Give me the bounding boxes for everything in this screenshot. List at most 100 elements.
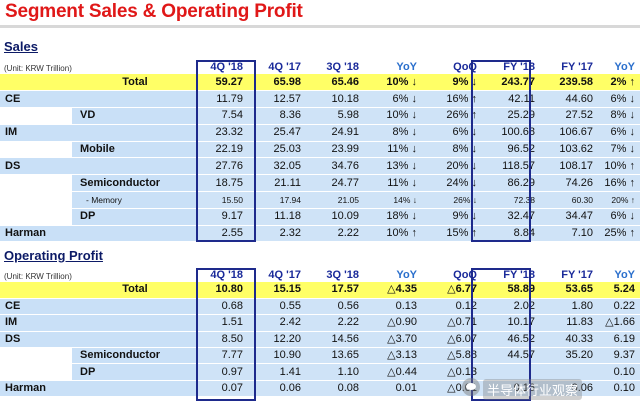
table-row: DP 0.97 1.41 1.10 △0.44 △0.13 0.10 [0, 363, 640, 381]
table-cell: △3.70 [364, 331, 422, 349]
watermark-text: 半导体行业观察 [483, 379, 583, 400]
table-cell: 24.77 [306, 174, 364, 193]
table-cell: 0.08 [306, 380, 364, 398]
table-cell: 34.76 [306, 157, 364, 176]
table-row: IM 23.32 25.47 24.91 8% ↓ 6% ↓ 100.68 106.67 6% … [0, 124, 640, 142]
table-cell: 0.68 [198, 298, 248, 316]
table-row: - Memory 15.50 17.94 21.05 14% ↓ 26% ↓ 72.38 60… [0, 191, 640, 209]
row-label: VD [72, 107, 198, 125]
table-cell: 0.16 [482, 380, 540, 398]
row-label-indent [0, 107, 72, 125]
table-cell: 1.80 [540, 298, 598, 316]
table-cell: 25% ↑ [598, 225, 640, 243]
row-label-spacer [72, 314, 198, 332]
row-label-spacer [72, 380, 198, 398]
table-cell: 23.99 [306, 141, 364, 159]
table-cell: 9% ↓ [422, 74, 482, 92]
row-label-indent [0, 347, 72, 365]
column-header: 4Q '17 [268, 60, 301, 73]
row-label-indent [0, 141, 72, 159]
table-cell: 8.84 [482, 225, 540, 243]
table-row: VD 7.54 8.36 5.98 10% ↓ 26% ↑ 25.29 27.52 8% ↓ [0, 107, 640, 125]
table-row: CE 11.79 12.57 10.18 6% ↓ 16% ↑ 42.11 44.60 6% ↓ [0, 90, 640, 109]
row-label: DS [0, 157, 72, 176]
table-cell: 60.30 [540, 191, 598, 209]
table-cell: 9.17 [198, 208, 248, 226]
table-cell: 6% ↓ [422, 124, 482, 142]
table-cell: 9% ↓ [422, 208, 482, 226]
table-cell: 25.47 [248, 124, 306, 142]
table-cell: 7.54 [198, 107, 248, 125]
table-row: Total 59.27 65.98 65.46 10% ↓ 9% ↓ 243.77 239.5… [0, 74, 640, 92]
table-cell: 6% ↓ [598, 124, 640, 142]
table-cell: 27.76 [198, 157, 248, 176]
table-cell: 2% ↑ [598, 74, 640, 92]
column-header: YoY [614, 60, 635, 73]
table-row: IM 1.51 2.42 2.22 △0.90 △0.71 10.17 11.83 △1.66 [0, 314, 640, 332]
table-cell: 34.47 [540, 208, 598, 226]
row-label: Harman [0, 225, 72, 243]
table-cell: 103.62 [540, 141, 598, 159]
column-header: 4Q '18 [210, 60, 243, 73]
table-row: DS 27.76 32.05 34.76 13% ↓ 20% ↓ 118.57 108.17 1… [0, 157, 640, 176]
table-cell: 46.52 [482, 331, 540, 349]
table-cell: 0.06 [540, 380, 598, 398]
table-cell: 8.36 [248, 107, 306, 125]
table-cell: 0.55 [248, 298, 306, 316]
table-cell: 15.50 [198, 191, 248, 209]
table-cell: 17.57 [306, 282, 364, 299]
row-label: Mobile [72, 141, 198, 159]
table-cell: 10.17 [482, 314, 540, 332]
row-label-spacer [0, 282, 72, 299]
column-header: 4Q '17 [268, 268, 301, 281]
table-cell: 12.20 [248, 331, 306, 349]
row-label: - Memory [72, 191, 198, 209]
sales-unit-label: (Unit: KRW Trillion) [4, 64, 72, 73]
table-cell: 108.17 [540, 157, 598, 176]
table-cell: 9.37 [598, 347, 640, 365]
table-cell: 27.52 [540, 107, 598, 125]
table-cell: 15% ↑ [422, 225, 482, 243]
column-header: QoQ [453, 268, 477, 281]
table-row: Mobile 22.19 25.03 23.99 11% ↓ 8% ↓ 96.52 103.6… [0, 141, 640, 159]
table-cell: 6.19 [598, 331, 640, 349]
row-label: DP [72, 208, 198, 226]
table-cell: △0.44 [364, 363, 422, 381]
row-label: DP [72, 363, 198, 381]
header-row: 4Q '18 4Q '17 3Q '18 YoY QoQ FY '18 FY '17 YoY [0, 60, 640, 74]
table-cell: 2.22 [306, 225, 364, 243]
table-cell: 0.56 [306, 298, 364, 316]
table-cell: 21.11 [248, 174, 306, 193]
table-row: Semiconductor 7.77 10.90 13.65 △3.13 △5.88 44.… [0, 347, 640, 365]
row-label-indent [0, 191, 72, 209]
table-cell: 21.05 [306, 191, 364, 209]
table-cell: 26% ↑ [422, 107, 482, 125]
table-cell: 10% ↑ [364, 225, 422, 243]
table-cell: 0.06 [248, 380, 306, 398]
table-cell: △3.13 [364, 347, 422, 365]
table-cell: 0.22 [598, 298, 640, 316]
column-header: FY '17 [561, 268, 593, 281]
table-cell: 106.67 [540, 124, 598, 142]
table-cell: 32.05 [248, 157, 306, 176]
table-row: Total 10.80 15.15 17.57 △4.35 △6.77 58.89 53.65… [0, 282, 640, 299]
table-cell: 10.80 [198, 282, 248, 299]
table-cell: 22.19 [198, 141, 248, 159]
table-cell: 40.33 [540, 331, 598, 349]
table-cell: △4.35 [364, 282, 422, 299]
column-header: YoY [396, 268, 417, 281]
table-cell: 118.57 [482, 157, 540, 176]
column-header: QoQ [453, 60, 477, 73]
op-profit-table: 4Q '18 4Q '17 3Q '18 YoY QoQ FY '18 FY '17 YoY T… [0, 268, 640, 398]
table-cell: 13% ↓ [364, 157, 422, 176]
column-header: FY '18 [503, 60, 535, 73]
row-label: Total [72, 282, 198, 299]
row-label-indent [0, 208, 72, 226]
table-cell: 74.26 [540, 174, 598, 193]
row-label-spacer [0, 74, 72, 92]
table-cell: 0.01 [364, 380, 422, 398]
table-row: CE 0.68 0.55 0.56 0.13 0.12 2.02 1.80 0.22 [0, 298, 640, 316]
page-title: Segment Sales & Operating Profit [5, 1, 303, 22]
table-cell: 17.94 [248, 191, 306, 209]
table-cell [540, 363, 598, 381]
